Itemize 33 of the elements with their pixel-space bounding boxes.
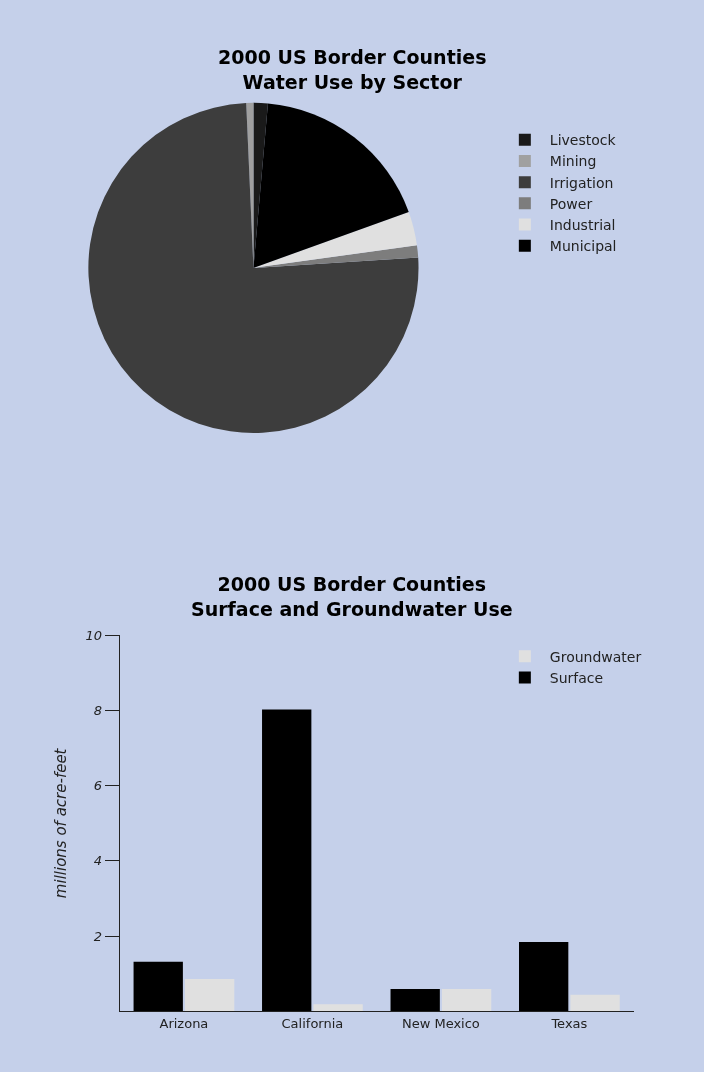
pie-slice bbox=[253, 103, 409, 268]
bar bbox=[390, 989, 440, 1012]
x-tick-label: Arizona bbox=[159, 1015, 209, 1031]
legend-label: Livestock bbox=[549, 132, 617, 149]
pie-slice bbox=[88, 103, 419, 433]
x-tick-label: New Mexico bbox=[401, 1015, 480, 1031]
y-tick-label: 4 bbox=[93, 853, 103, 869]
legend-label: Mining bbox=[549, 153, 597, 170]
legend-label: Industrial bbox=[549, 217, 616, 234]
bar bbox=[184, 978, 235, 1012]
bar bbox=[313, 1004, 363, 1012]
bar bbox=[519, 942, 569, 1012]
pie-slice bbox=[253, 212, 417, 268]
y-axis-title: millions of acre-feet bbox=[51, 747, 70, 899]
legend-label: Municipal bbox=[549, 238, 617, 255]
chart-title: 2000 US Border Counties Water Use by Sector bbox=[218, 46, 487, 93]
legend-label: Surface bbox=[549, 669, 604, 686]
y-tick-label: 6 bbox=[93, 778, 103, 794]
pie-slice bbox=[253, 102, 268, 268]
bar bbox=[441, 989, 492, 1012]
chart-title: 2000 US Border Counties Surface and Groundwater Use bbox=[191, 573, 513, 620]
x-tick-label: Texas bbox=[550, 1015, 588, 1031]
bar bbox=[570, 994, 620, 1012]
y-tick-label: 2 bbox=[93, 928, 103, 944]
bar bbox=[262, 709, 312, 1012]
x-tick-label: California bbox=[281, 1015, 344, 1031]
y-tick-label: 10 bbox=[85, 627, 103, 643]
pie-slice bbox=[253, 245, 419, 268]
legend-label: Power bbox=[549, 195, 593, 212]
legend-label: Irrigation bbox=[549, 174, 614, 191]
legend-label: Groundwater bbox=[549, 648, 642, 665]
y-tick-label: 8 bbox=[93, 703, 103, 719]
bar bbox=[133, 961, 183, 1012]
